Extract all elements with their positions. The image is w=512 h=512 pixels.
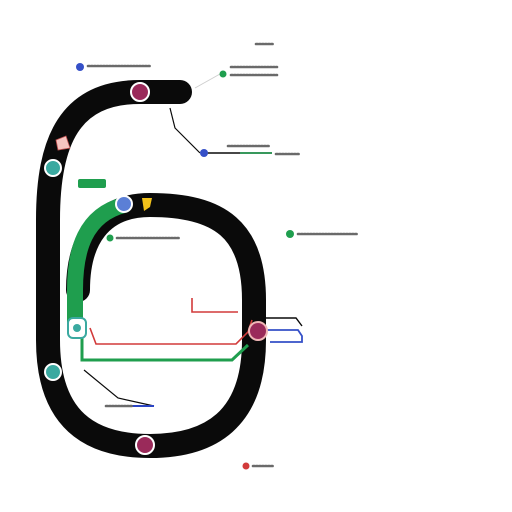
- pin-dot-icon: [106, 234, 114, 242]
- station-node-icon[interactable]: [44, 363, 62, 381]
- station-node-icon[interactable]: [135, 435, 155, 455]
- station-node-icon[interactable]: [130, 82, 150, 102]
- pin-dot-icon: [219, 70, 227, 78]
- green-route-line: [67, 197, 132, 338]
- blue-connector-right: [262, 329, 303, 343]
- pin-dot-icon: [200, 149, 208, 157]
- pin-dot-icon: [286, 230, 294, 238]
- green-tab-marker: [78, 179, 106, 188]
- leader-bottom-left: [83, 369, 155, 407]
- leader-top-to-node: [169, 107, 201, 154]
- pin-dot-icon: [242, 462, 250, 470]
- station-node-icon[interactable]: [67, 317, 87, 339]
- station-node-icon[interactable]: [44, 159, 62, 177]
- pin-dot-icon: [76, 63, 84, 71]
- green-thin-route: [80, 338, 250, 362]
- black-connector-right: [262, 317, 303, 327]
- flag-icon: [142, 198, 152, 211]
- leader-top-right: [194, 73, 221, 89]
- station-node-icon[interactable]: [248, 321, 268, 341]
- red-route-line: [89, 298, 253, 345]
- tag-icon: [55, 135, 71, 151]
- label-placeholder-group: [86, 42, 359, 468]
- station-node-icon[interactable]: [115, 195, 133, 213]
